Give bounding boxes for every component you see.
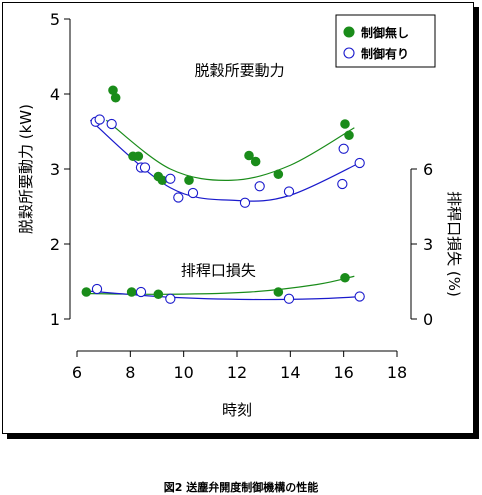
- chart-frame: 1 2 3 4 5 脱穀所要動力 (kW) 0 3 6 排稈口損失 (%) 6 8 10 12 14 16 18…: [2, 2, 474, 434]
- power-point-uncontrolled: [184, 175, 194, 186]
- power-point-controlled: [337, 178, 348, 190]
- x-axis-label: 時刻: [222, 401, 252, 419]
- power-point-controlled: [338, 143, 349, 154]
- loss-point-uncontrolled: [340, 272, 350, 283]
- legend-marker: [343, 47, 355, 59]
- x-tick-label: 10: [173, 363, 193, 382]
- loss-point-uncontrolled: [81, 287, 92, 297]
- x-tick-label: 12: [227, 363, 247, 382]
- power-point-uncontrolled: [340, 119, 350, 129]
- y-left-label: 脱穀所要動力 (kW): [17, 104, 35, 234]
- power-point-controlled: [354, 157, 365, 169]
- loss-point-controlled: [283, 293, 295, 304]
- power-point-controlled: [94, 114, 105, 125]
- power-point-controlled: [239, 197, 251, 208]
- power-point-uncontrolled: [250, 156, 261, 167]
- power-point-controlled: [165, 173, 176, 184]
- power-point-controlled: [106, 118, 117, 130]
- power-point-uncontrolled: [344, 130, 354, 141]
- power-curve-controlled: [89, 119, 363, 202]
- y-left-tick-label: 5: [50, 10, 60, 29]
- x-tick-label: 14: [280, 363, 300, 382]
- loss-point-uncontrolled: [273, 287, 284, 297]
- power-point-controlled: [187, 187, 199, 199]
- loss-point-uncontrolled: [153, 289, 164, 300]
- power-point-uncontrolled: [110, 92, 121, 103]
- legend-box: [335, 14, 436, 68]
- x-tick-label: 18: [387, 363, 407, 382]
- x-tick-label: 8: [125, 363, 135, 382]
- y-left-tick-label: 4: [50, 85, 60, 104]
- annotation-loss: 排稈口損失: [181, 262, 256, 280]
- loss-point-controlled: [91, 283, 103, 295]
- power-point-controlled: [139, 162, 151, 173]
- legend-label: 制御有り: [361, 46, 409, 61]
- legend-marker: [343, 26, 355, 38]
- y-right-tick-label: 3: [423, 235, 433, 254]
- power-point-uncontrolled: [244, 150, 254, 161]
- loss-point-controlled: [165, 293, 176, 304]
- y-right-tick-label: 0: [423, 310, 433, 329]
- y-left-tick-label: 3: [50, 160, 60, 179]
- legend-label: 制御無し: [361, 25, 409, 40]
- y-right-label: 排稈口損失 (%): [445, 191, 463, 297]
- data-points: [81, 85, 365, 304]
- power-point-controlled: [283, 186, 295, 197]
- x-tick-label: 6: [72, 363, 82, 382]
- figure-caption: 図2 送塵弁開度制御機構の性能: [163, 481, 319, 494]
- loss-point-uncontrolled: [126, 287, 137, 297]
- power-point-uncontrolled: [157, 175, 168, 186]
- loss-point-controlled: [135, 286, 147, 298]
- power-point-controlled: [173, 192, 184, 203]
- power-point-uncontrolled: [133, 151, 144, 162]
- power-point-controlled: [254, 181, 265, 192]
- annotation-power: 脱穀所要動力: [195, 61, 285, 79]
- power-point-uncontrolled: [273, 169, 284, 180]
- x-tick-label: 16: [333, 363, 353, 382]
- loss-point-controlled: [354, 291, 365, 302]
- y-right-tick-label: 6: [423, 160, 433, 179]
- y-left-tick-label: 2: [50, 235, 60, 254]
- y-left-tick-label: 1: [50, 310, 60, 329]
- power-curve-uncontrolled: [105, 119, 355, 181]
